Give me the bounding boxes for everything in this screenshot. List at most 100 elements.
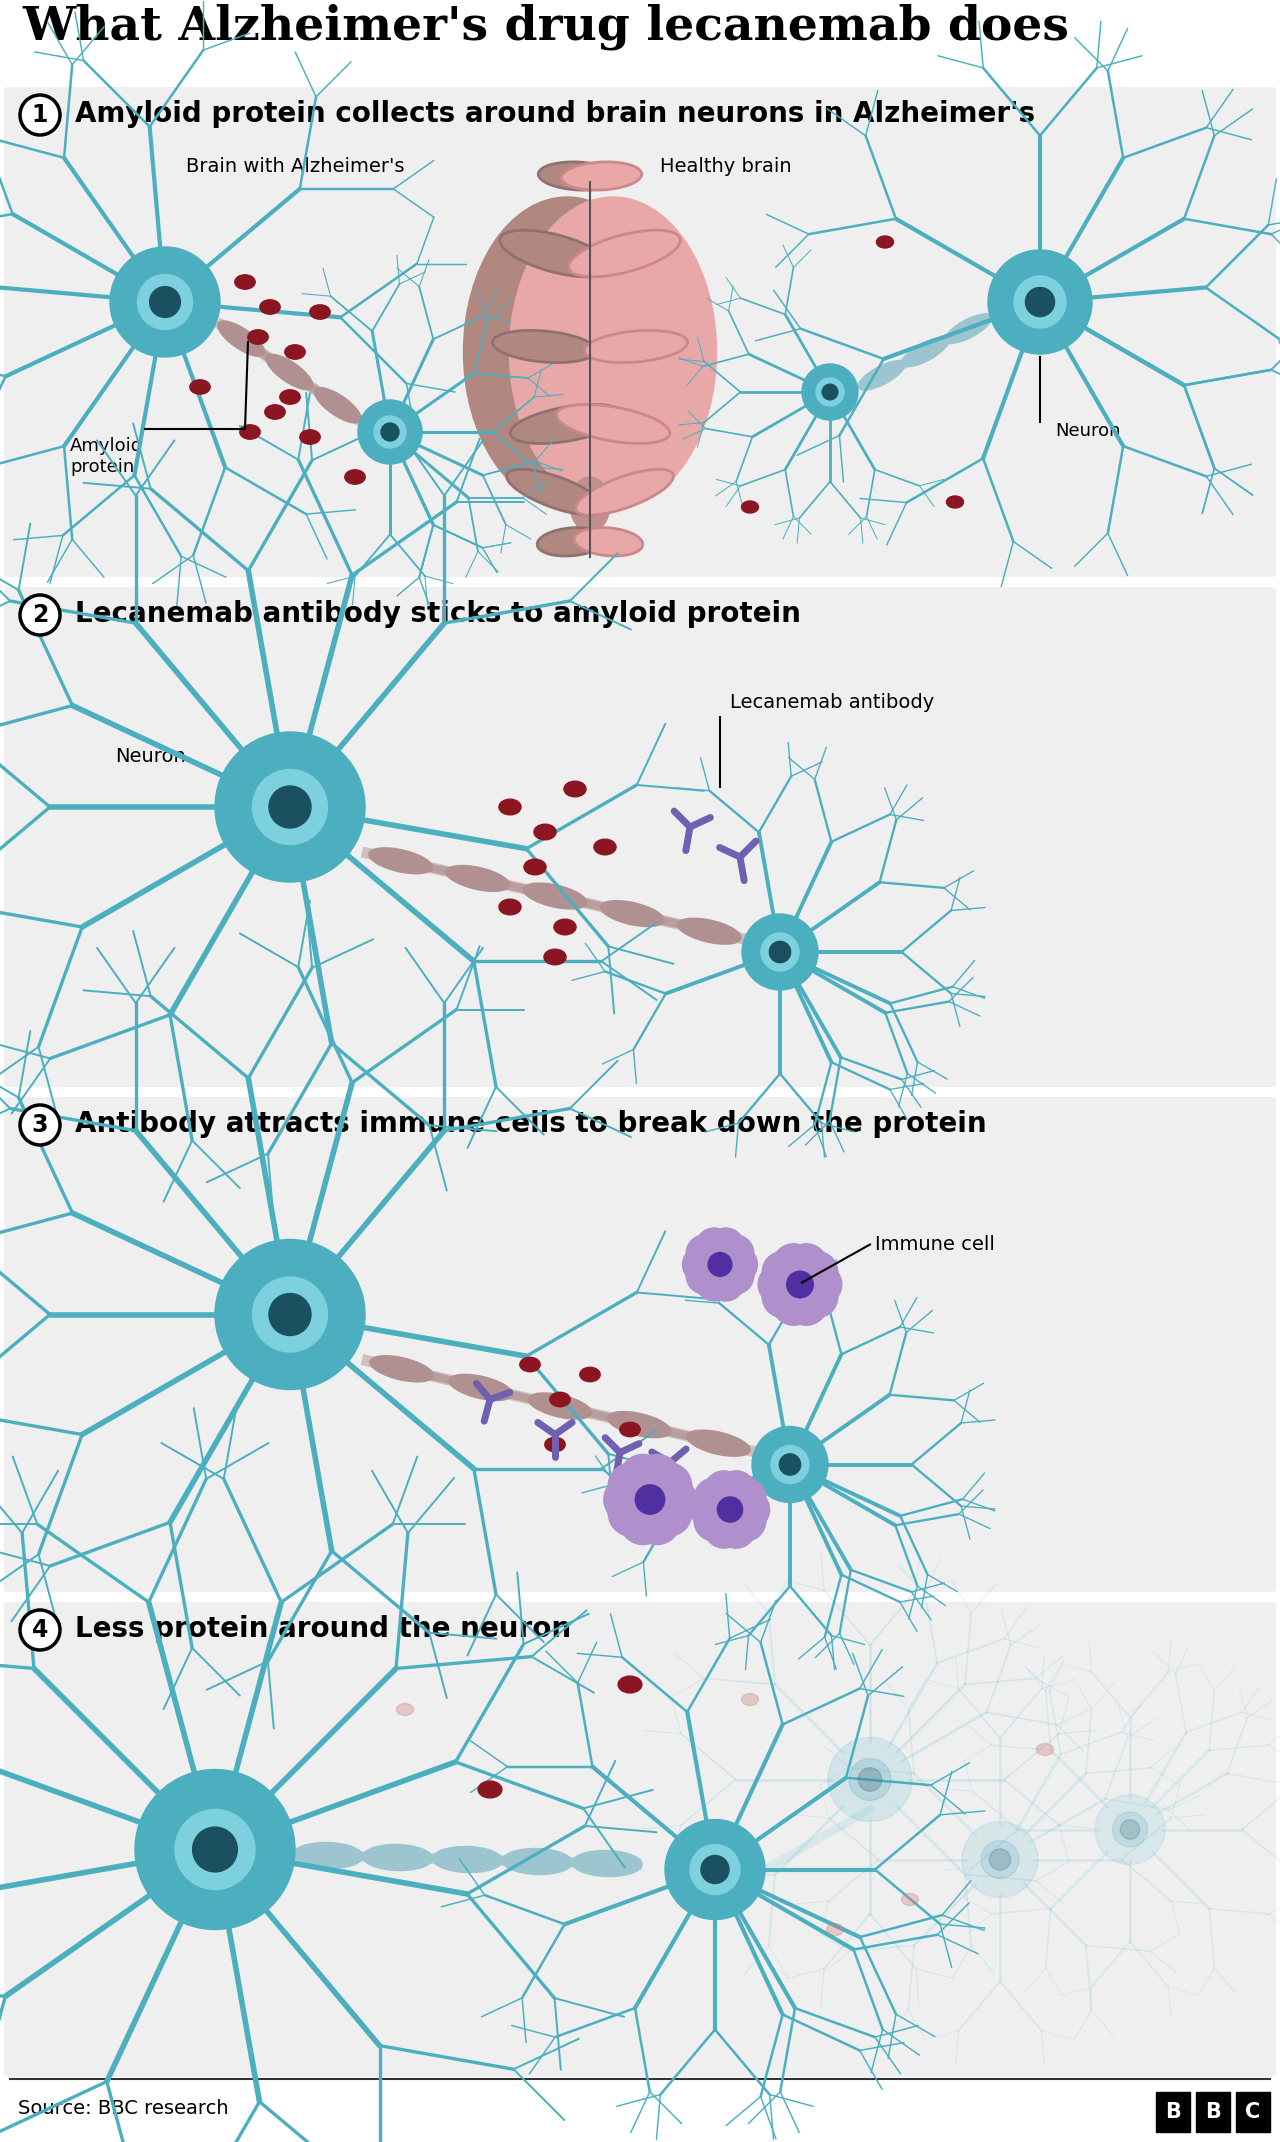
Ellipse shape	[573, 527, 643, 557]
Circle shape	[796, 1251, 838, 1294]
Ellipse shape	[545, 1437, 566, 1452]
Circle shape	[690, 1844, 740, 1894]
Circle shape	[20, 1611, 60, 1649]
Circle shape	[269, 1294, 311, 1334]
Ellipse shape	[564, 782, 586, 797]
Ellipse shape	[248, 330, 269, 345]
Circle shape	[686, 1234, 723, 1272]
FancyBboxPatch shape	[4, 88, 1276, 576]
Ellipse shape	[499, 799, 521, 814]
Circle shape	[1094, 1795, 1165, 1864]
Ellipse shape	[499, 229, 612, 276]
Circle shape	[758, 1264, 800, 1304]
Text: C: C	[1245, 2101, 1261, 2123]
Circle shape	[192, 1827, 237, 1872]
Ellipse shape	[239, 424, 260, 439]
Ellipse shape	[1037, 1744, 1053, 1756]
Circle shape	[1112, 1812, 1147, 1846]
Text: Source: BBC research: Source: BBC research	[18, 2099, 229, 2118]
Text: Lecanemab antibody sticks to amyloid protein: Lecanemab antibody sticks to amyloid pro…	[76, 600, 801, 628]
Circle shape	[694, 1478, 733, 1519]
Circle shape	[717, 1508, 756, 1549]
Circle shape	[608, 1491, 654, 1536]
Circle shape	[175, 1810, 255, 1889]
Ellipse shape	[499, 900, 521, 915]
FancyBboxPatch shape	[4, 1602, 1276, 2078]
Circle shape	[773, 1283, 814, 1326]
Circle shape	[828, 1737, 911, 1821]
Circle shape	[707, 1227, 745, 1266]
Circle shape	[705, 1484, 755, 1534]
Circle shape	[269, 786, 311, 829]
Circle shape	[608, 1463, 654, 1508]
Text: What Alzheimer's drug lecanemab does: What Alzheimer's drug lecanemab does	[22, 4, 1069, 49]
Circle shape	[666, 1819, 765, 1919]
Circle shape	[787, 1270, 813, 1298]
Text: 4: 4	[32, 1617, 49, 1643]
Ellipse shape	[608, 1412, 671, 1437]
Ellipse shape	[741, 1694, 759, 1705]
Circle shape	[762, 1277, 804, 1317]
Circle shape	[989, 1849, 1011, 1870]
Circle shape	[20, 94, 60, 135]
Circle shape	[20, 1105, 60, 1146]
Text: Healthy brain: Healthy brain	[660, 156, 791, 176]
Ellipse shape	[901, 1894, 919, 1906]
Text: Neuron: Neuron	[1055, 422, 1120, 439]
Circle shape	[796, 1277, 838, 1317]
Ellipse shape	[362, 1844, 433, 1870]
Circle shape	[252, 1277, 328, 1352]
Circle shape	[20, 595, 60, 634]
Ellipse shape	[901, 336, 948, 366]
Ellipse shape	[344, 469, 365, 484]
Ellipse shape	[554, 919, 576, 934]
Circle shape	[150, 287, 180, 317]
Circle shape	[696, 1240, 744, 1287]
Circle shape	[695, 1227, 733, 1266]
Circle shape	[726, 1478, 765, 1519]
Circle shape	[708, 1253, 732, 1277]
Ellipse shape	[946, 497, 964, 508]
Text: Immune cell: Immune cell	[876, 1236, 995, 1253]
Circle shape	[762, 934, 799, 970]
Circle shape	[980, 1840, 1019, 1879]
Ellipse shape	[859, 360, 905, 390]
Circle shape	[110, 246, 220, 358]
Ellipse shape	[293, 1842, 364, 1868]
Ellipse shape	[877, 236, 893, 248]
Circle shape	[762, 1251, 804, 1294]
Ellipse shape	[502, 1849, 572, 1874]
Text: 2: 2	[32, 604, 49, 628]
Ellipse shape	[550, 1392, 570, 1407]
Ellipse shape	[524, 859, 547, 874]
Ellipse shape	[218, 321, 265, 356]
Ellipse shape	[300, 431, 320, 443]
Circle shape	[634, 1454, 680, 1502]
Text: B: B	[1204, 2101, 1221, 2123]
FancyBboxPatch shape	[1236, 2093, 1270, 2131]
Ellipse shape	[594, 840, 616, 855]
Circle shape	[773, 1245, 814, 1285]
Circle shape	[717, 1234, 754, 1272]
Ellipse shape	[572, 1851, 643, 1876]
Ellipse shape	[234, 274, 255, 289]
Ellipse shape	[618, 1675, 641, 1692]
Text: Brain with Alzheimer's: Brain with Alzheimer's	[186, 156, 404, 176]
Ellipse shape	[189, 379, 210, 394]
Circle shape	[988, 251, 1092, 353]
Circle shape	[800, 1264, 842, 1304]
FancyBboxPatch shape	[4, 587, 1276, 1086]
Circle shape	[701, 1855, 730, 1883]
Circle shape	[817, 377, 844, 407]
Text: 3: 3	[32, 1114, 49, 1137]
Ellipse shape	[568, 229, 680, 276]
Ellipse shape	[370, 1356, 434, 1382]
Ellipse shape	[686, 1431, 750, 1457]
Circle shape	[215, 733, 365, 883]
Text: Antibody attracts immune cells to break down the protein: Antibody attracts immune cells to break …	[76, 1110, 987, 1137]
Ellipse shape	[445, 865, 509, 891]
Ellipse shape	[310, 304, 330, 319]
Circle shape	[769, 940, 791, 962]
Circle shape	[859, 1767, 882, 1791]
Circle shape	[803, 364, 858, 420]
